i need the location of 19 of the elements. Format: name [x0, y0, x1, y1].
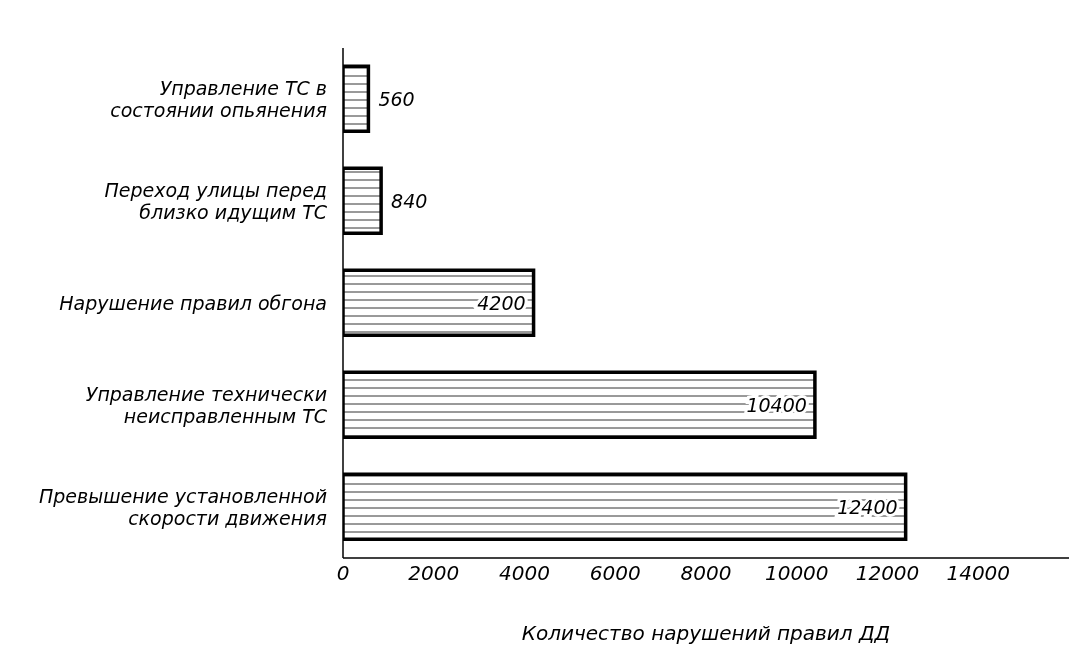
y-tick-label: Переход улицы перед близко идущим ТС — [104, 179, 328, 223]
y-tick-label: Управление технически неисправленным ТС — [85, 383, 328, 427]
x-tick-label: 14000 — [946, 561, 1011, 586]
x-tick-label: 6000 — [589, 561, 641, 586]
data-label: 4200 — [477, 291, 526, 314]
data-label: 10400 — [746, 393, 807, 416]
x-tick-label: 4000 — [499, 561, 550, 586]
x-tick-label: 12000 — [855, 561, 920, 586]
y-tick-label: Нарушение правил обгона — [59, 292, 327, 314]
data-label: 12400 — [837, 495, 898, 518]
data-label: 840 — [391, 189, 428, 212]
data-label: 560 — [378, 87, 415, 110]
x-tick-label: 0 — [336, 561, 350, 586]
x-axis-title: Количество нарушений правил ДД — [521, 621, 891, 645]
y-tick-label: Управление ТС в состоянии опьянения — [110, 77, 327, 121]
x-tick-label: 8000 — [680, 561, 732, 586]
x-tick-label: 10000 — [764, 561, 829, 586]
y-tick-label: Превышение установленной скорости движения — [38, 485, 327, 529]
x-tick-label: 2000 — [408, 561, 460, 586]
